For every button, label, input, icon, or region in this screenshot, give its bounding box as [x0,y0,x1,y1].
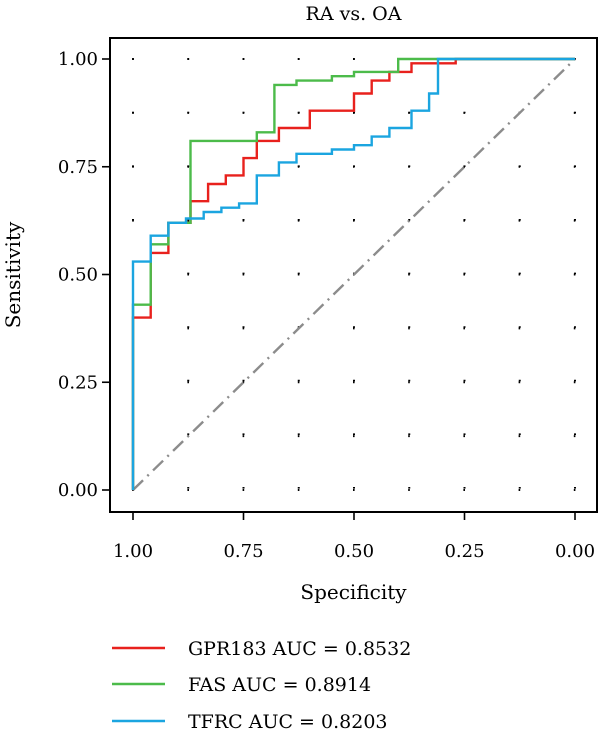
x-axis-label: Specificity [300,580,407,604]
legend-label-2: TFRC AUC = 0.8203 [188,711,388,733]
y-tick-label: 0.75 [58,157,98,178]
series-lines [131,57,575,490]
x-tick-label: 0.25 [444,541,484,562]
y-tick-label: 1.00 [58,49,98,70]
roc-curve-1 [131,57,575,490]
roc-curve-2 [131,57,575,490]
y-tick-label: 0.50 [58,265,98,286]
reference-diagonal-line [132,58,576,491]
x-tick-label: 0.00 [555,541,595,562]
y-axis-ticks: 0.00 0.25 0.50 0.75 1.00 [58,49,110,501]
y-axis-label: Sensitivity [1,221,25,328]
y-tick-label: 0.00 [58,480,98,501]
chart-title: RA vs. OA [306,3,402,25]
x-tick-label: 0.75 [223,541,263,562]
legend: GPR183 AUC = 0.8532 FAS AUC = 0.8914 TFRC … [112,638,411,733]
legend-label-1: FAS AUC = 0.8914 [188,674,371,696]
legend-label-0: GPR183 AUC = 0.8532 [188,638,411,660]
x-tick-label: 1.00 [113,541,153,562]
y-tick-label: 0.25 [58,372,98,393]
x-axis-ticks: 1.00 0.75 0.50 0.25 0.00 [113,512,595,562]
x-tick-label: 0.50 [334,541,374,562]
